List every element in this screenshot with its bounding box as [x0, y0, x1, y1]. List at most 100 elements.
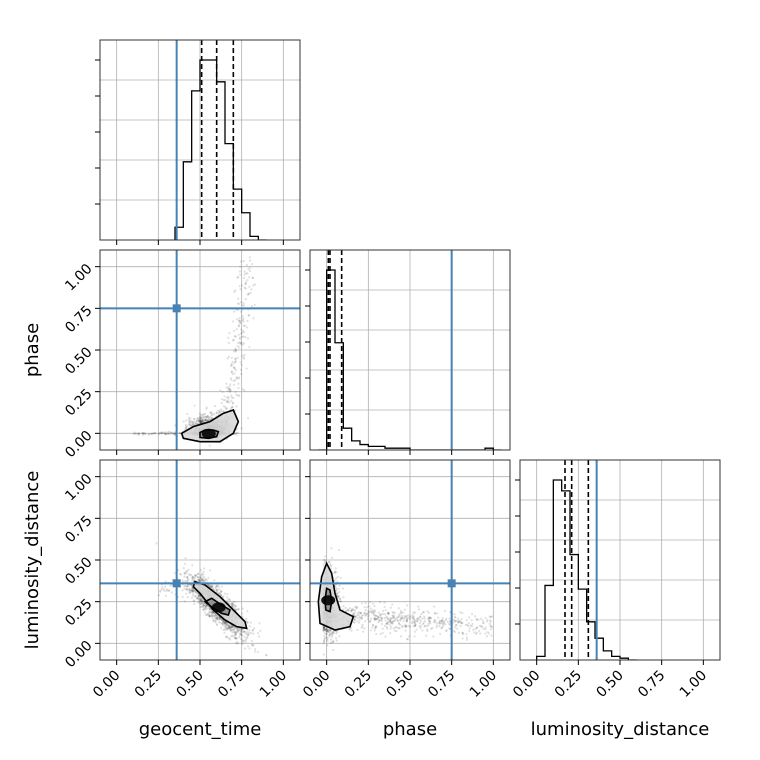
- scatter-point: [200, 578, 203, 581]
- scatter-point: [399, 623, 402, 627]
- scatter-point: [413, 624, 417, 628]
- scatter-point: [386, 621, 389, 624]
- scatter-point: [242, 276, 246, 280]
- scatter-point: [238, 394, 241, 397]
- scatter-point: [326, 639, 329, 642]
- scatter-point: [160, 588, 163, 591]
- scatter-point: [454, 620, 457, 623]
- scatter-point: [242, 260, 245, 263]
- scatter-point: [190, 588, 193, 591]
- scatter-point: [351, 607, 354, 610]
- scatter-point: [406, 617, 409, 620]
- scatter-point: [234, 335, 237, 338]
- scatter-point: [188, 588, 191, 591]
- scatter-point: [413, 621, 416, 624]
- scatter-point: [187, 585, 190, 588]
- scatter-point: [215, 411, 218, 414]
- scatter-point: [185, 587, 189, 590]
- scatter-point: [225, 625, 229, 629]
- scatter-point: [218, 618, 221, 621]
- scatter-point: [211, 585, 214, 589]
- scatter-point: [385, 615, 388, 618]
- scatter-point: [359, 612, 362, 615]
- scatter-point: [326, 630, 330, 633]
- scatter-point: [446, 620, 449, 623]
- scatter-point: [233, 290, 236, 293]
- scatter-point: [327, 633, 331, 637]
- scatter-point: [433, 620, 436, 623]
- scatter-point: [239, 368, 243, 371]
- scatter-point: [442, 622, 446, 625]
- scatter-point: [335, 587, 338, 590]
- scatter-point: [448, 622, 451, 625]
- scatter-point: [132, 432, 135, 436]
- scatter-point: [465, 619, 468, 622]
- scatter-point: [385, 622, 388, 625]
- scatter-panel-geocent_time-vs-phase: [95, 249, 301, 455]
- scatter-point: [226, 627, 230, 630]
- scatter-point: [200, 605, 204, 608]
- scatter-point: [241, 615, 244, 618]
- scatter-point: [220, 626, 223, 629]
- scatter-point: [203, 412, 207, 415]
- scatter-point: [355, 606, 358, 609]
- scatter-point: [192, 587, 195, 591]
- scatter-point: [329, 641, 332, 644]
- scatter-point: [226, 636, 229, 639]
- scatter-point: [458, 621, 461, 624]
- scatter-point: [220, 398, 223, 401]
- scatter-point: [231, 631, 234, 634]
- scatter-point: [391, 603, 394, 606]
- scatter-point: [216, 617, 219, 620]
- scatter-point: [453, 613, 456, 616]
- scatter-point: [239, 630, 243, 633]
- scatter-point: [204, 605, 207, 608]
- scatter-point: [380, 622, 384, 626]
- scatter-point: [205, 604, 208, 608]
- scatter-point: [456, 627, 459, 630]
- scatter-point: [197, 601, 200, 604]
- scatter-point: [484, 632, 487, 635]
- scatter-point: [474, 627, 477, 630]
- scatter-point: [197, 594, 200, 597]
- scatter-point: [359, 611, 363, 614]
- scatter-point: [197, 572, 200, 575]
- scatter-point: [229, 628, 232, 632]
- scatter-point: [356, 613, 359, 616]
- scatter-point: [364, 613, 367, 616]
- scatter-point: [422, 610, 426, 614]
- scatter-point: [204, 578, 207, 582]
- scatter-point: [242, 317, 245, 320]
- scatter-point: [460, 621, 463, 625]
- scatter-point: [377, 611, 380, 614]
- scatter-point: [225, 407, 228, 410]
- scatter-point: [245, 367, 248, 370]
- scatter-point: [239, 632, 242, 635]
- hist-panel-phase: [305, 249, 511, 455]
- scatter-point: [231, 602, 234, 605]
- scatter-point: [353, 609, 356, 612]
- scatter-point: [192, 592, 195, 595]
- scatter-point: [323, 629, 326, 632]
- scatter-point: [400, 614, 403, 618]
- scatter-point: [414, 619, 417, 623]
- scatter-point: [386, 612, 389, 615]
- scatter-point: [411, 616, 414, 620]
- scatter-point: [391, 614, 394, 617]
- scatter-point: [376, 616, 380, 619]
- scatter-point: [418, 615, 422, 619]
- scatter-point: [241, 388, 245, 391]
- scatter-point: [204, 415, 207, 418]
- scatter-point: [239, 632, 242, 635]
- scatter-point: [364, 602, 367, 605]
- scatter-point: [419, 624, 423, 627]
- scatter-point: [410, 621, 414, 624]
- scatter-point: [199, 599, 202, 602]
- scatter-point: [332, 631, 335, 634]
- scatter-point: [348, 607, 352, 610]
- scatter-point: [244, 280, 248, 284]
- scatter-point: [328, 635, 331, 638]
- scatter-point: [250, 639, 253, 643]
- scatter-point: [416, 619, 419, 623]
- scatter-point: [178, 572, 182, 576]
